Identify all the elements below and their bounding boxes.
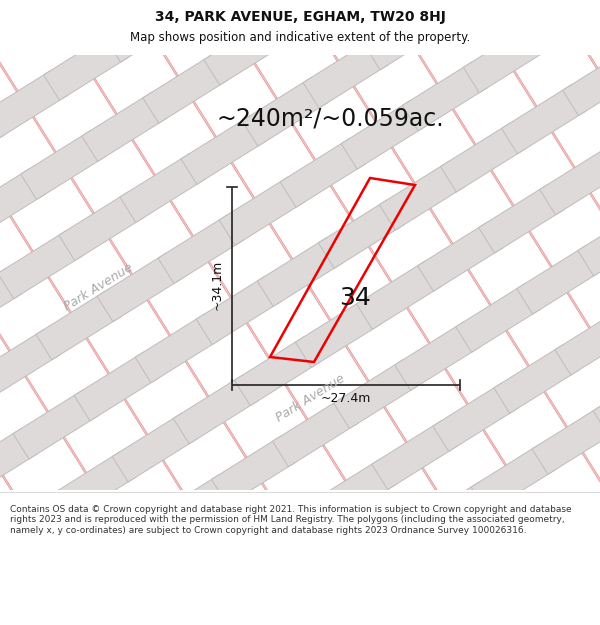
- Polygon shape: [250, 497, 335, 566]
- Polygon shape: [494, 344, 580, 413]
- Polygon shape: [5, 0, 91, 39]
- Polygon shape: [524, 0, 600, 54]
- Text: Map shows position and indicative extent of the property.: Map shows position and indicative extent…: [130, 31, 470, 44]
- Text: ~27.4m: ~27.4m: [321, 392, 371, 406]
- Polygon shape: [89, 512, 175, 581]
- Polygon shape: [219, 176, 305, 246]
- Polygon shape: [51, 451, 137, 520]
- Polygon shape: [181, 116, 266, 184]
- Text: ~240m²/~0.059ac.: ~240m²/~0.059ac.: [216, 106, 444, 130]
- Polygon shape: [112, 413, 197, 482]
- Polygon shape: [303, 39, 389, 108]
- Polygon shape: [44, 31, 129, 101]
- Polygon shape: [20, 131, 106, 199]
- Polygon shape: [0, 9, 30, 78]
- Polygon shape: [59, 192, 144, 261]
- Polygon shape: [0, 169, 45, 238]
- Polygon shape: [433, 382, 518, 451]
- Polygon shape: [196, 276, 281, 344]
- Text: Park Avenue: Park Avenue: [61, 261, 135, 313]
- Polygon shape: [120, 154, 205, 222]
- Text: ~34.1m: ~34.1m: [211, 259, 223, 309]
- Polygon shape: [418, 222, 503, 291]
- Polygon shape: [578, 207, 600, 276]
- Text: 34: 34: [339, 286, 371, 310]
- Polygon shape: [272, 398, 358, 467]
- Polygon shape: [135, 314, 221, 382]
- Polygon shape: [82, 92, 167, 161]
- Polygon shape: [36, 291, 121, 360]
- Polygon shape: [570, 466, 600, 536]
- Text: Park Avenue: Park Avenue: [273, 372, 347, 424]
- Polygon shape: [319, 199, 404, 268]
- Polygon shape: [593, 368, 600, 436]
- Polygon shape: [280, 138, 365, 208]
- Polygon shape: [143, 54, 228, 123]
- Polygon shape: [539, 146, 600, 215]
- Polygon shape: [425, 0, 511, 32]
- Polygon shape: [0, 107, 7, 177]
- Polygon shape: [0, 268, 22, 337]
- Polygon shape: [0, 230, 83, 299]
- Polygon shape: [379, 161, 465, 230]
- Polygon shape: [74, 352, 160, 421]
- Polygon shape: [235, 337, 320, 406]
- Polygon shape: [403, 62, 488, 131]
- Polygon shape: [204, 16, 289, 85]
- Polygon shape: [440, 123, 526, 192]
- Polygon shape: [502, 85, 587, 154]
- Polygon shape: [0, 428, 37, 498]
- Polygon shape: [364, 1, 449, 70]
- Polygon shape: [456, 283, 541, 352]
- Polygon shape: [13, 390, 98, 459]
- Polygon shape: [104, 0, 190, 62]
- Polygon shape: [509, 505, 595, 574]
- Polygon shape: [242, 78, 328, 146]
- Polygon shape: [356, 261, 442, 329]
- Polygon shape: [463, 24, 549, 92]
- Polygon shape: [479, 184, 564, 253]
- Text: Contains OS data © Crown copyright and database right 2021. This information is : Contains OS data © Crown copyright and d…: [10, 505, 572, 535]
- Polygon shape: [410, 482, 496, 551]
- Polygon shape: [517, 245, 600, 314]
- Polygon shape: [532, 406, 600, 474]
- Text: 34, PARK AVENUE, EGHAM, TW20 8HJ: 34, PARK AVENUE, EGHAM, TW20 8HJ: [155, 10, 445, 24]
- Polygon shape: [471, 444, 556, 512]
- Polygon shape: [311, 459, 396, 528]
- Polygon shape: [295, 299, 381, 368]
- Polygon shape: [211, 436, 297, 505]
- Polygon shape: [372, 421, 457, 489]
- Polygon shape: [151, 474, 236, 543]
- Polygon shape: [0, 329, 61, 398]
- Polygon shape: [158, 214, 244, 284]
- Polygon shape: [334, 359, 419, 429]
- Polygon shape: [0, 69, 68, 139]
- Polygon shape: [555, 306, 600, 375]
- Polygon shape: [257, 238, 343, 306]
- Polygon shape: [563, 47, 600, 116]
- Polygon shape: [395, 321, 480, 391]
- Polygon shape: [341, 100, 427, 169]
- Polygon shape: [0, 489, 76, 558]
- Polygon shape: [265, 0, 350, 47]
- Polygon shape: [97, 253, 182, 322]
- Polygon shape: [173, 375, 259, 444]
